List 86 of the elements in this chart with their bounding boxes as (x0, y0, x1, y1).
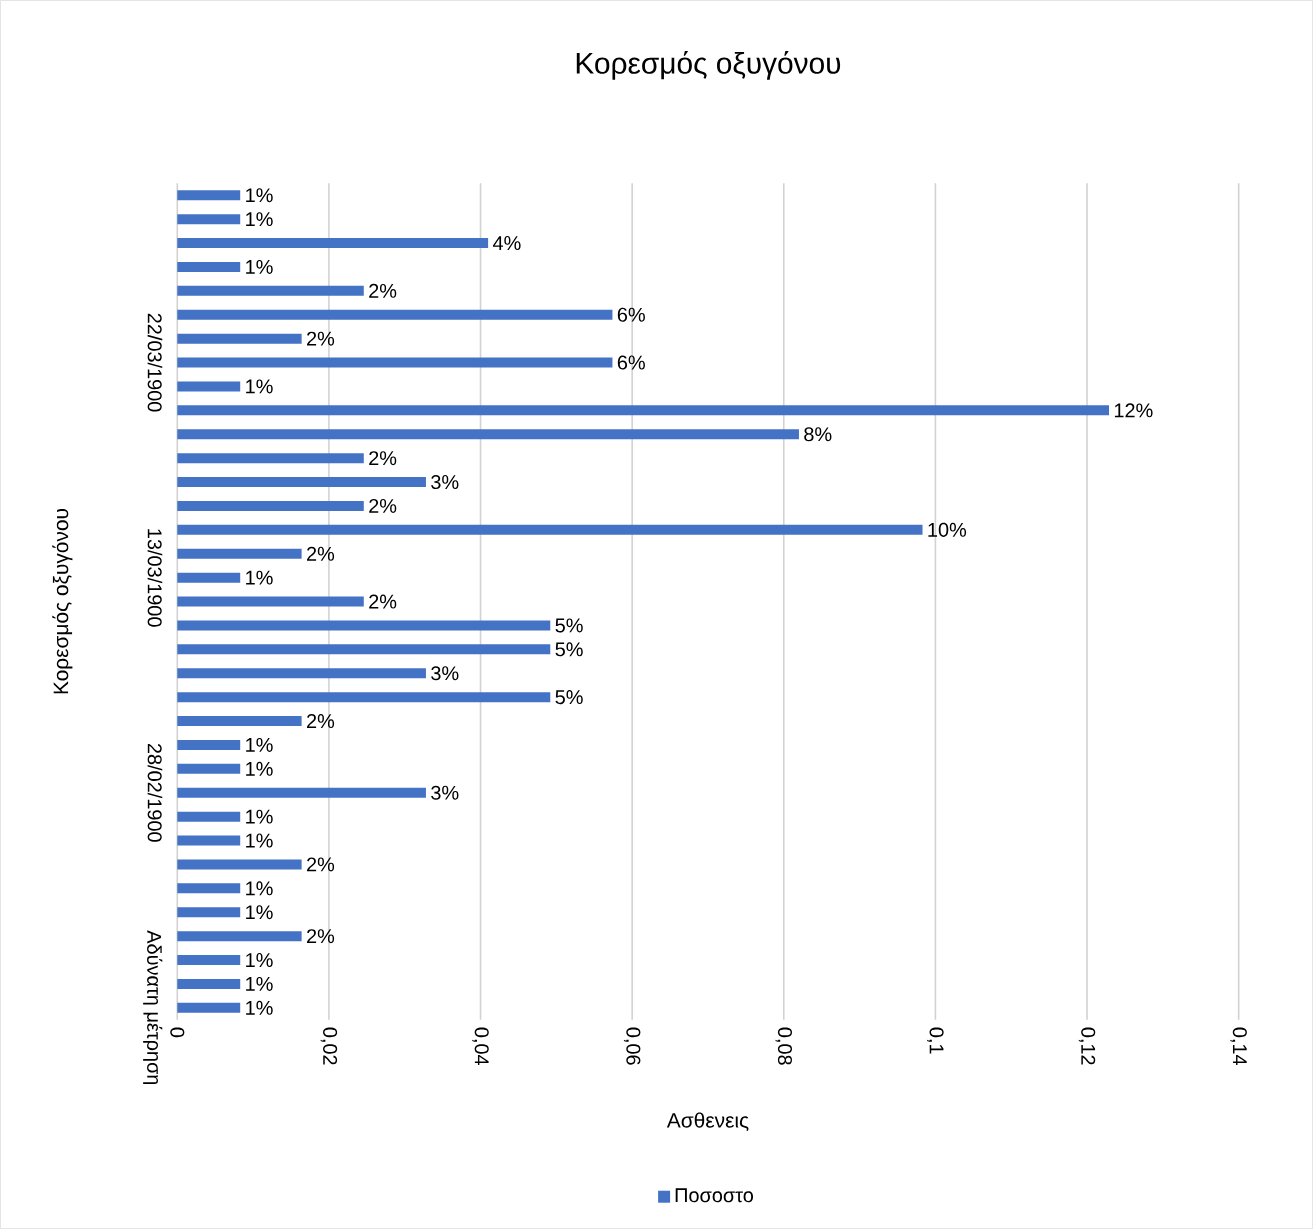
data-label: 1% (246, 259, 273, 274)
x-tick-label: 0 (170, 1027, 185, 1038)
data-label: 1% (246, 905, 273, 920)
data-label: 5% (555, 618, 583, 633)
data-label: 1% (246, 737, 273, 752)
bar (177, 500, 364, 511)
bar (177, 405, 1110, 416)
data-label: 5% (555, 690, 583, 705)
bar (177, 524, 923, 535)
bar (177, 477, 426, 488)
bar (177, 787, 426, 798)
data-label: 2% (369, 594, 397, 609)
data-label: 2% (369, 283, 397, 298)
bar (177, 1002, 241, 1013)
y-tick-label: 28/02/1900 (147, 743, 163, 842)
bar (177, 238, 489, 249)
data-label: 1% (246, 212, 273, 227)
bar (177, 285, 364, 296)
legend-label: Ποσοστο (675, 1188, 754, 1203)
data-label: 8% (804, 427, 832, 442)
data-label: 2% (369, 451, 397, 466)
bar (177, 261, 241, 272)
bar (177, 453, 364, 464)
data-label: 1% (246, 953, 273, 967)
data-label: 3% (431, 474, 459, 490)
data-label: 1% (246, 761, 273, 776)
bar (177, 907, 241, 918)
bar (177, 692, 551, 703)
x-tick-label: 0,1 (927, 1027, 944, 1054)
data-label: 1% (246, 570, 273, 585)
bar (177, 859, 302, 870)
x-tick-label: 0,12 (1078, 1027, 1096, 1065)
data-label: 12% (1114, 403, 1153, 418)
bar (177, 668, 426, 679)
x-tick-label: 0,02 (320, 1027, 338, 1065)
data-label: 1% (246, 881, 273, 896)
bar (177, 357, 613, 368)
chart-title: Κορεσμός οξυγόνου (576, 51, 841, 80)
data-label: 3% (431, 785, 459, 800)
x-tick-label: 0,08 (775, 1027, 792, 1065)
bar (177, 548, 302, 559)
bar (177, 214, 241, 225)
x-tick-label: 0,06 (623, 1027, 641, 1065)
bar (177, 596, 364, 607)
data-label: 2% (307, 546, 335, 561)
bar (177, 811, 241, 822)
bar (177, 333, 302, 344)
x-tick-label: 0,04 (472, 1027, 489, 1065)
bar (177, 429, 799, 440)
bar (177, 381, 241, 392)
y-axis-title: Κορεσμός οξυγόνου (52, 509, 73, 694)
bar (177, 835, 241, 846)
x-tick-label: 0,14 (1230, 1027, 1247, 1065)
data-label: 2% (307, 857, 335, 872)
y-tick-label: 22/03/1900 (147, 313, 163, 412)
data-label: 3% (431, 666, 459, 681)
data-label: 4% (492, 236, 521, 250)
data-label: 1% (246, 833, 273, 848)
data-label: 5% (555, 642, 583, 657)
data-label: 10% (928, 522, 967, 537)
data-label: 1% (246, 809, 273, 824)
bar (177, 190, 241, 201)
bar (177, 620, 551, 631)
data-label: 1% (246, 379, 273, 394)
x-axis-title: Ασθενεις (666, 1112, 749, 1132)
bar (177, 978, 241, 989)
data-label: 2% (369, 498, 397, 513)
data-label: 2% (307, 331, 335, 346)
data-label: 2% (307, 929, 335, 944)
bar (177, 644, 551, 655)
bar (177, 763, 241, 774)
bar (177, 739, 241, 750)
data-label: 1% (246, 976, 273, 991)
bar (177, 931, 302, 942)
bar (177, 883, 241, 894)
data-label: 6% (617, 355, 645, 370)
data-label: 1% (246, 188, 273, 203)
data-label: 1% (246, 1000, 273, 1015)
bar (177, 716, 302, 727)
bar (177, 572, 241, 583)
bar (177, 309, 613, 320)
bar (177, 955, 241, 966)
data-label: 6% (617, 307, 645, 322)
y-tick-label: Αδύνατη μέτρηση (143, 930, 163, 1085)
data-label: 2% (307, 714, 335, 729)
y-tick-label: 13/03/1900 (147, 529, 163, 627)
